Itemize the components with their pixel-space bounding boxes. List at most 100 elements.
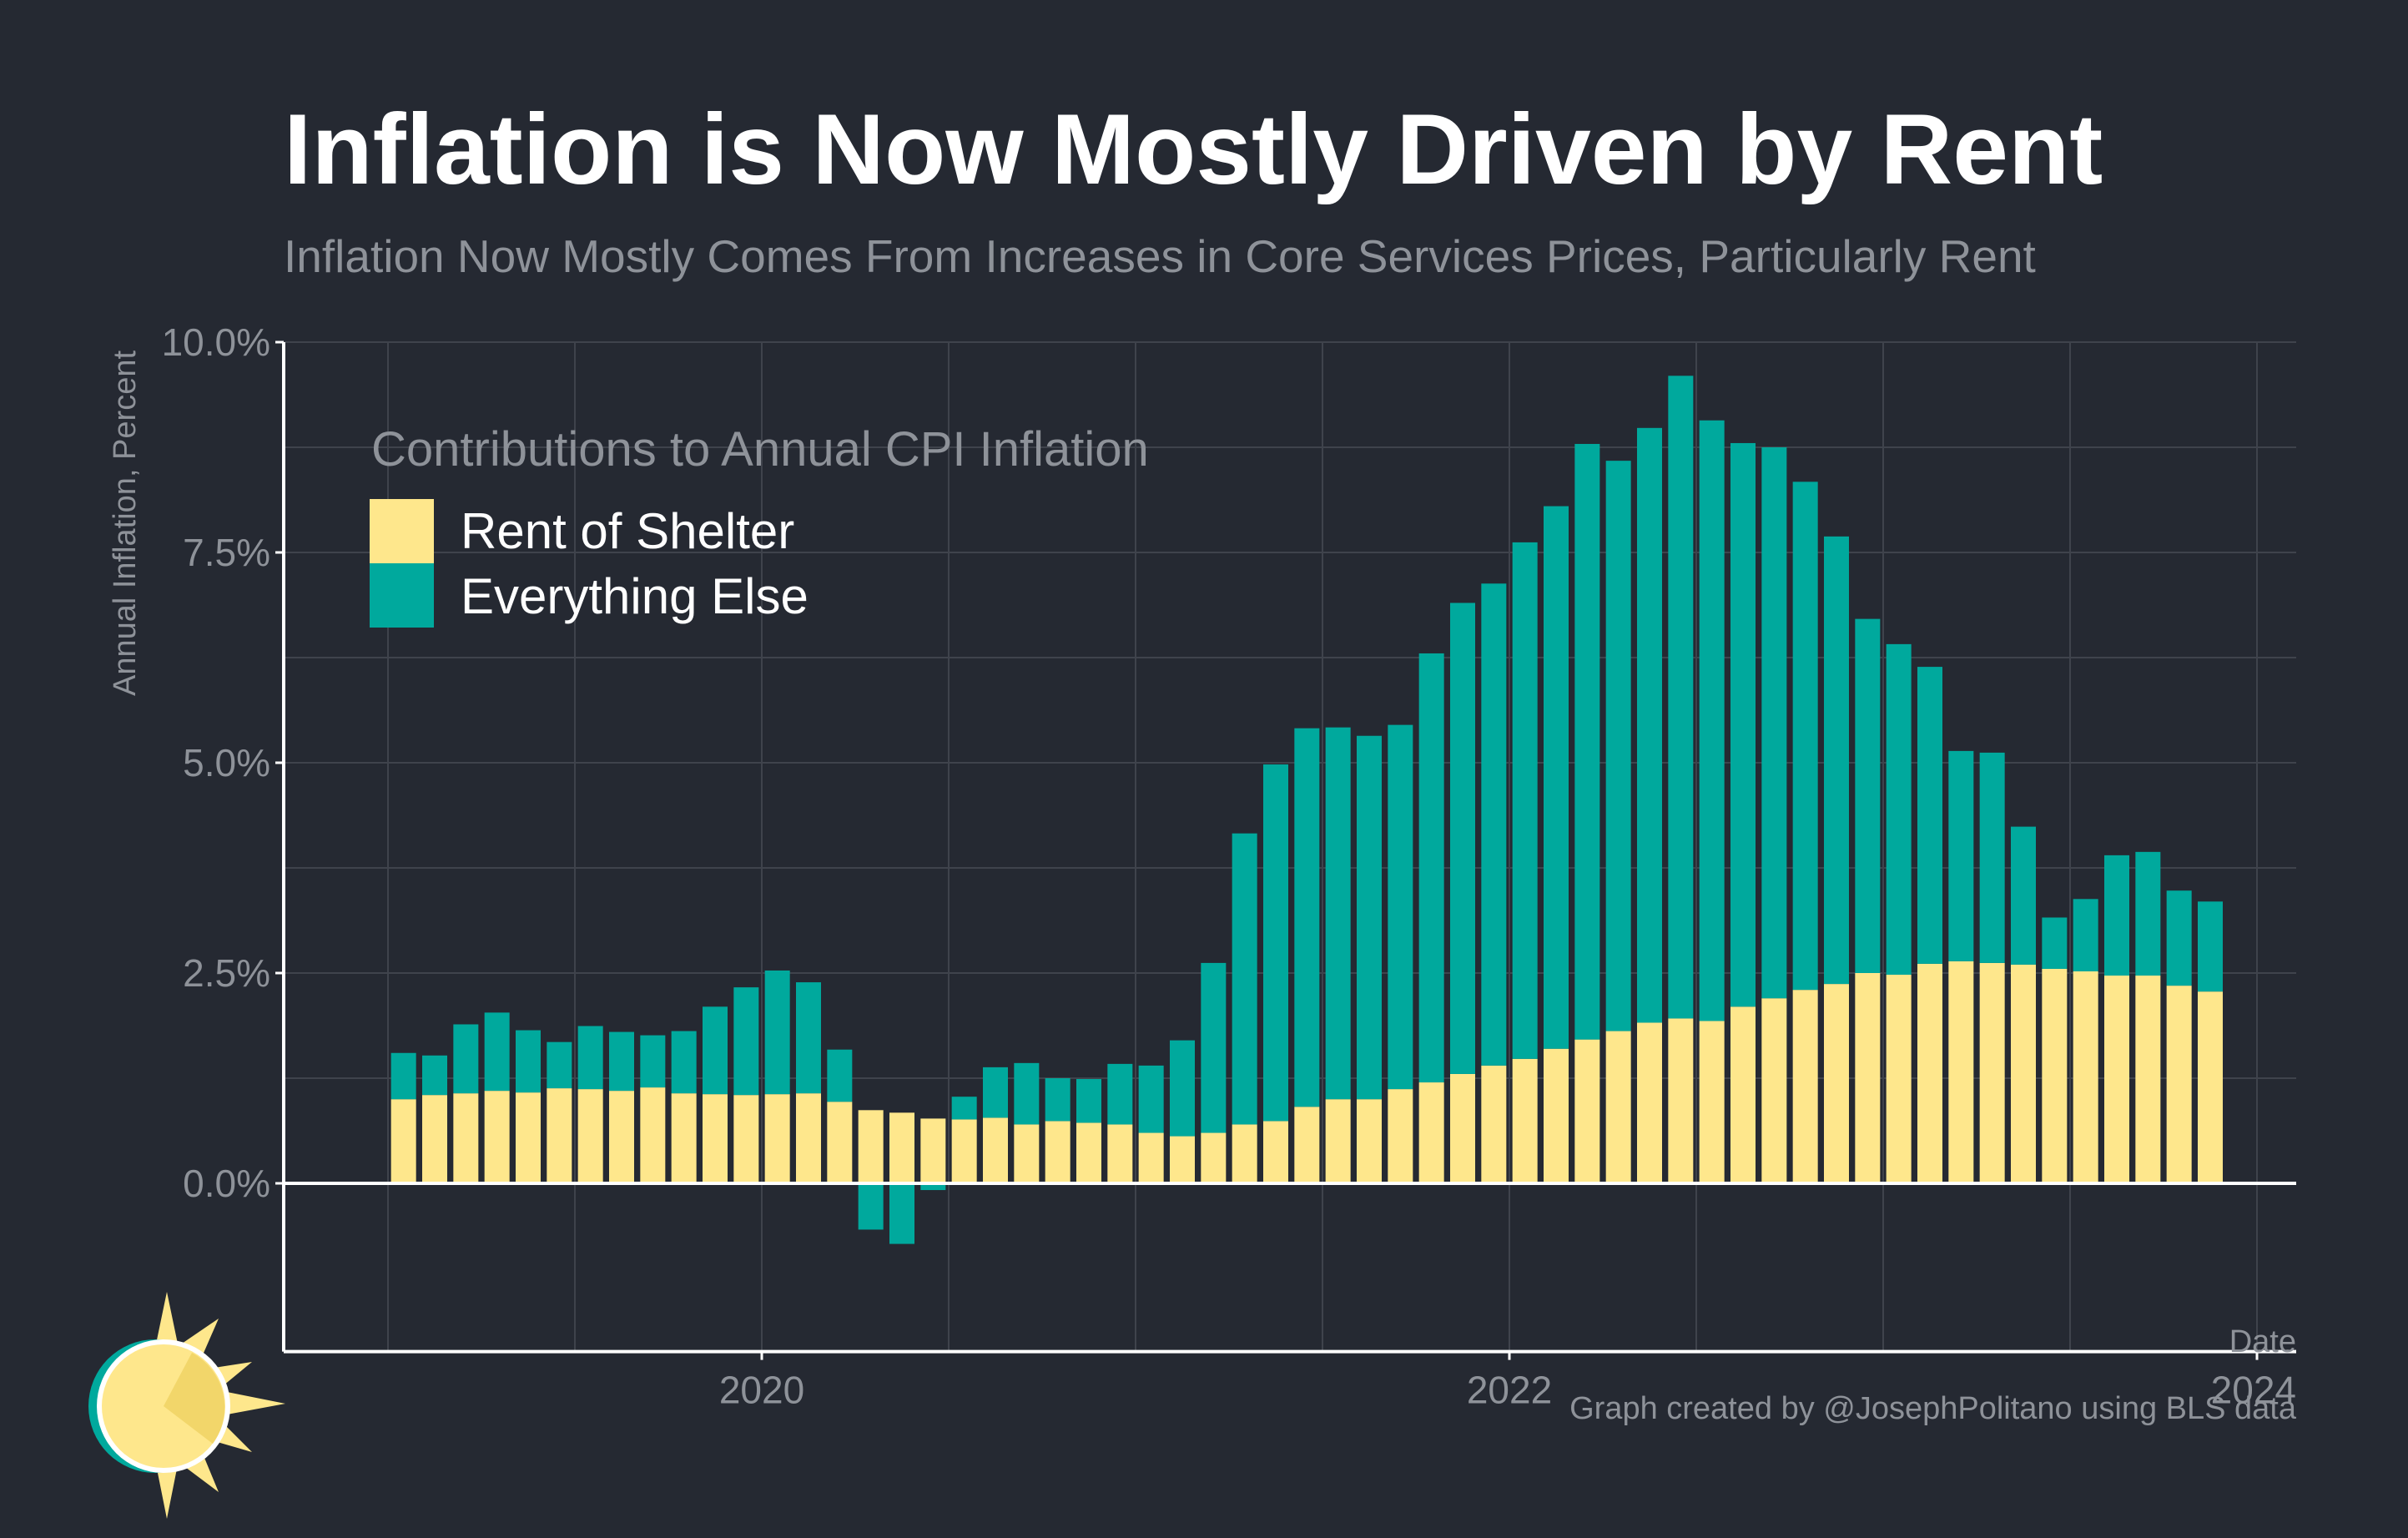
bar-rent-of-shelter [1792,990,1818,1183]
bar-everything-else [453,1024,479,1094]
bar-everything-else [484,1012,510,1092]
bar-rent-of-shelter [858,1110,884,1183]
bar-rent-of-shelter [1138,1132,1164,1183]
bar-everything-else [1045,1078,1071,1122]
legend-swatch-rent [370,499,434,563]
bar-rent-of-shelter [1325,1099,1351,1183]
bar-rent-of-shelter [703,1094,728,1183]
bar-everything-else [1014,1062,1040,1125]
bar-everything-else [1325,727,1351,1100]
y-tick-label: 2.5% [183,951,270,995]
bar-rent-of-shelter [1761,998,1787,1183]
bar-everything-else [1761,447,1787,999]
bar-rent-of-shelter [516,1092,541,1183]
bar-everything-else [1855,618,1881,973]
bar-rent-of-shelter [733,1095,759,1183]
bar-everything-else [1792,482,1818,991]
bar-rent-of-shelter [1045,1121,1071,1183]
bar-rent-of-shelter [1232,1124,1257,1183]
bar-everything-else [1730,442,1756,1007]
sun-logo-icon [88,1292,285,1519]
bar-rent-of-shelter [390,1099,416,1183]
bar-rent-of-shelter [920,1118,946,1183]
y-tick-label: 7.5% [183,531,270,574]
bar-rent-of-shelter [609,1091,634,1183]
bar-rent-of-shelter [2166,986,2192,1183]
bar-rent-of-shelter [2073,971,2098,1183]
bar-everything-else [2135,851,2161,976]
bar-rent-of-shelter [2011,964,2036,1183]
bar-rent-of-shelter [1512,1058,1538,1183]
bar-rent-of-shelter [1948,961,1974,1183]
bar-rent-of-shelter [1574,1039,1600,1183]
bar-rent-of-shelter [1886,975,1912,1183]
bar-rent-of-shelter [796,1093,821,1183]
bar-everything-else [1388,724,1413,1090]
bar-everything-else [889,1183,914,1244]
bar-rent-of-shelter [983,1117,1008,1183]
chart-subtitle: Inflation Now Mostly Comes From Increase… [284,230,2036,282]
bar-rent-of-shelter [1917,963,1942,1183]
bar-rent-of-shelter [1418,1082,1444,1183]
bar-rent-of-shelter [671,1093,697,1183]
bar-everything-else [2042,917,2068,969]
bar-everything-else [1450,603,1475,1074]
legend-swatch-other [370,563,434,628]
bar-everything-else [609,1031,634,1092]
bar-everything-else [547,1041,572,1089]
y-tick-label: 5.0% [183,741,270,784]
bar-everything-else [1357,735,1382,1100]
bar-rent-of-shelter [577,1089,603,1183]
bar-everything-else [1170,1040,1195,1137]
bar-rent-of-shelter [2104,976,2129,1183]
bar-everything-else [983,1067,1008,1118]
bars-layer [390,376,2223,1244]
bar-everything-else [2073,899,2098,971]
bar-rent-of-shelter [1294,1107,1320,1183]
bar-everything-else [671,1031,697,1094]
x-tick-label: 2020 [719,1369,804,1412]
bar-everything-else [1668,376,1694,1019]
bar-everything-else [827,1049,853,1102]
bar-everything-else [516,1030,541,1093]
bar-rent-of-shelter [1201,1132,1227,1183]
bar-rent-of-shelter [1637,1022,1662,1183]
bar-everything-else [858,1183,884,1230]
bar-rent-of-shelter [1730,1006,1756,1183]
bar-rent-of-shelter [1481,1065,1507,1183]
bar-rent-of-shelter [1824,984,1849,1183]
legend: Contributions to Annual CPI Inflation Re… [370,422,1149,628]
bar-everything-else [733,987,759,1096]
bar-rent-of-shelter [1699,1021,1725,1183]
credit-text: Graph created by @JosephPolitano using B… [1569,1391,2297,1426]
bar-everything-else [1544,506,1569,1049]
bar-rent-of-shelter [547,1088,572,1183]
bar-rent-of-shelter [484,1091,510,1183]
bar-everything-else [1512,542,1538,1059]
bar-everything-else [920,1183,946,1191]
bar-everything-else [1605,461,1631,1031]
bar-everything-else [1637,427,1662,1023]
bar-everything-else [1201,962,1227,1133]
bar-rent-of-shelter [1605,1031,1631,1183]
bar-rent-of-shelter [1979,962,2005,1183]
bar-everything-else [1886,643,1912,976]
bar-everything-else [1979,752,2005,963]
bar-everything-else [1917,667,1942,964]
bar-everything-else [1232,833,1257,1125]
bar-rent-of-shelter [1357,1099,1382,1183]
bar-rent-of-shelter [1076,1122,1101,1183]
bar-rent-of-shelter [2042,968,2068,1183]
bar-rent-of-shelter [1170,1136,1195,1183]
bar-everything-else [1824,536,1849,985]
bar-rent-of-shelter [1544,1048,1569,1183]
bar-everything-else [422,1055,447,1096]
bar-everything-else [1076,1079,1101,1123]
bar-rent-of-shelter [453,1093,479,1183]
y-tick-label: 0.0% [183,1162,270,1205]
chart-title: Inflation is Now Mostly Driven by Rent [284,93,2103,205]
bar-everything-else [1481,583,1507,1066]
bar-everything-else [1263,764,1288,1122]
